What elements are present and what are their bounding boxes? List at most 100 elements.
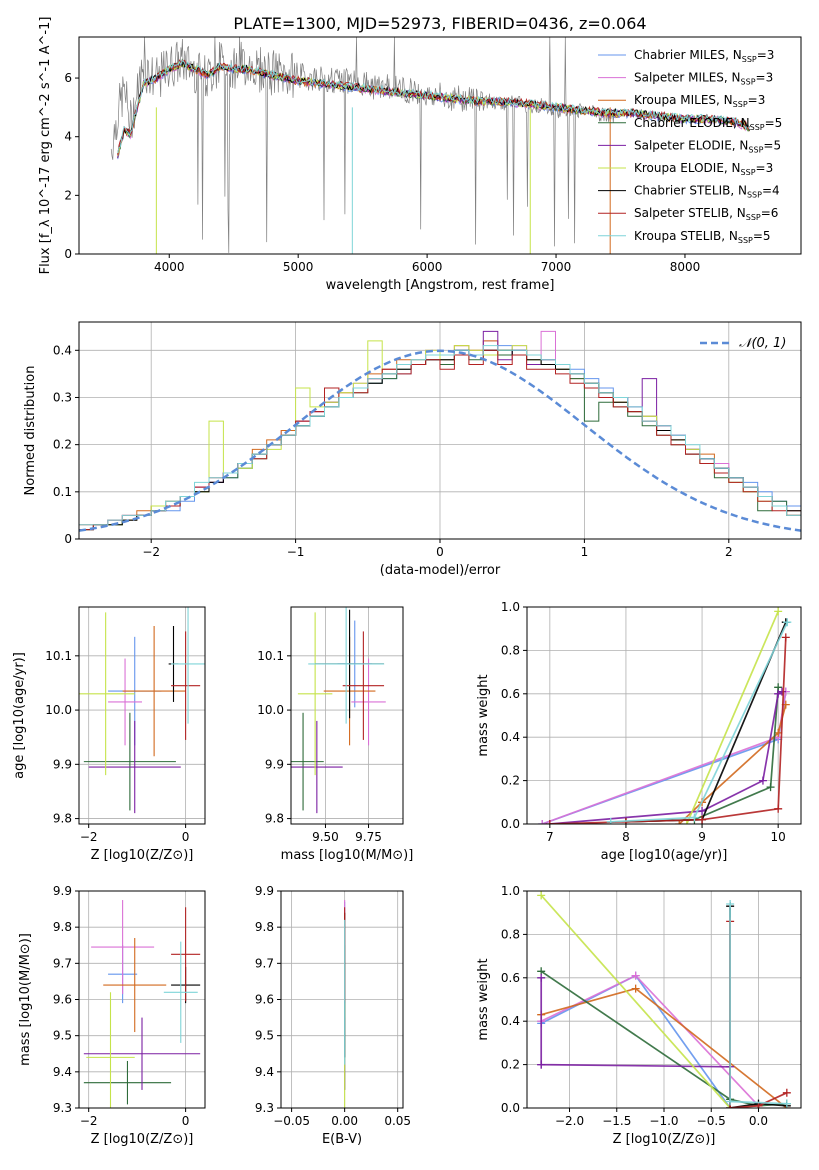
y-tick-label: 9.8 (255, 920, 274, 934)
y-axis-label: age [log10(age/yr)] (12, 652, 27, 779)
y-tick-label: 9.6 (53, 993, 72, 1007)
x-axis-label: wavelength [Angstrom, rest frame] (326, 278, 555, 293)
weight-marker (782, 1099, 791, 1108)
y-tick-label: 0 (64, 532, 72, 546)
legend-label: Chabrier MILES, NSSP=3 (634, 48, 774, 64)
y-tick-label: 9.5 (255, 1029, 274, 1043)
weight-marker (766, 783, 775, 792)
x-tick-label: 0 (182, 1114, 190, 1128)
weight-marker (726, 1097, 735, 1106)
weight-marker (777, 687, 786, 696)
x-tick-label: −2 (80, 830, 98, 844)
y-tick-label: 0.6 (501, 687, 520, 701)
panel-age-weight: 7 8 9 10 0.0 0.2 0.4 0.6 0.8 1.0 age [log10(age/yr… (476, 600, 802, 863)
x-tick-label: 0.0 (749, 1114, 768, 1128)
x-axis-label: Z [log10(Z/Z⊙)] (91, 1132, 194, 1147)
model-spectrum-line (117, 60, 750, 154)
plot-marks (538, 607, 792, 824)
y-tick-label: 9.4 (255, 1065, 274, 1079)
weight-marker (698, 806, 707, 815)
x-tick-label: 9 (698, 830, 706, 844)
panel-Z-age: −2 0 9.8 9.9 10.0 10.1 Z [log10(Z/Z⊙)] age [log… (12, 606, 206, 863)
y-tick-label: 6 (64, 71, 72, 85)
x-axis-label: Z [log10(Z/Z⊙)] (613, 1132, 716, 1147)
weight-marker (698, 815, 707, 824)
y-tick-label: 0.2 (501, 774, 520, 788)
y-tick-label: 10.1 (257, 649, 284, 663)
x-tick-label: 0 (436, 545, 444, 559)
y-tick-label: 10.0 (45, 703, 72, 717)
x-tick-label: 7000 (541, 260, 572, 274)
y-tick-label: 9.6 (255, 993, 274, 1007)
legend-label: Kroupa STELIB, NSSP=5 (634, 229, 771, 245)
y-tick-label: 0.4 (53, 343, 72, 357)
weight-marker (537, 1060, 546, 1069)
weight-marker (631, 971, 640, 980)
y-tick-label: 10.1 (45, 649, 72, 663)
plot-marks (291, 607, 403, 824)
axes-frame (526, 890, 802, 1109)
y-tick-label: 0.6 (501, 971, 520, 985)
axes-frame (78, 36, 802, 255)
axes-frame (526, 606, 802, 825)
gaussian-reference-line (79, 349, 801, 532)
y-tick-label: 0 (64, 247, 72, 261)
x-axis-label: E(B-V) (322, 1132, 362, 1147)
plot-area (79, 607, 205, 824)
y-tick-label: 9.9 (255, 884, 274, 898)
x-tick-label: −2 (142, 545, 160, 559)
plot-marks (79, 607, 205, 824)
weight-marker (690, 813, 699, 822)
x-tick-label: 1 (581, 545, 589, 559)
x-tick-label: 7 (546, 830, 554, 844)
panel-spectrum: 4000 5000 6000 7000 8000 0 2 4 6 wavelength [Angs… (38, 17, 802, 293)
weight-marker (781, 633, 790, 642)
legend-label: Salpeter ELODIE, NSSP=5 (634, 138, 781, 154)
y-tick-label: 0.0 (501, 817, 520, 831)
x-tick-label: 9.75 (355, 830, 382, 844)
axes-frame (78, 321, 802, 540)
x-tick-label: 2 (725, 545, 733, 559)
legend-label: Kroupa ELODIE, NSSP=3 (634, 161, 773, 177)
weight-marker (606, 817, 615, 824)
plot-marks (110, 37, 750, 254)
plot-marks (79, 891, 205, 1108)
weight-marker (537, 891, 546, 900)
y-axis-label: Flux [f_λ 10^-17 erg cm^-2 s^-1 A^-1] (38, 17, 53, 275)
legend-label: 𝒩(0, 1) (739, 336, 786, 351)
legend: Chabrier MILES, NSSP=3 Salpeter MILES, NS… (598, 48, 782, 245)
y-tick-label: 9.9 (53, 757, 72, 771)
legend-label: Kroupa MILES, NSSP=3 (634, 93, 765, 109)
x-tick-label: 9.50 (312, 830, 339, 844)
y-tick-label: 9.8 (53, 920, 72, 934)
axes-frame (280, 890, 404, 1109)
panel-EBV-mass: −0.05 0.00 0.05 9.3 9.4 9.5 9.6 9.7 9.8 9.9 E(B-V) (255, 884, 411, 1147)
y-tick-label: 2 (64, 188, 72, 202)
weight-marker (675, 820, 684, 824)
x-tick-label: 0.05 (384, 1114, 411, 1128)
y-tick-label: 1.0 (501, 600, 520, 614)
weight-marker (538, 820, 547, 824)
weight-marker (758, 776, 767, 785)
weight-marker (782, 1088, 791, 1097)
panel-Z-weight: −2.0 −1.5 −1.0 −0.5 0.0 0.0 0.2 0.4 0.6 0.8 1.0 Z [… (476, 884, 802, 1147)
weight-line (540, 894, 731, 1108)
weight-marker (682, 820, 691, 824)
y-axis-label: mass weight (476, 674, 491, 756)
x-tick-label: 0 (182, 830, 190, 844)
plot-marks (537, 891, 791, 1108)
y-tick-label: 4 (64, 130, 72, 144)
y-tick-label: 9.3 (53, 1101, 72, 1115)
y-tick-label: 9.3 (255, 1101, 274, 1115)
legend-label: Chabrier ELODIE, NSSP=5 (634, 116, 782, 132)
legend-label: Salpeter MILES, NSSP=3 (634, 71, 773, 87)
weight-marker (774, 804, 783, 813)
y-tick-label: 9.5 (53, 1029, 72, 1043)
axes-frame (78, 606, 206, 825)
y-tick-label: 0.1 (53, 485, 72, 499)
y-tick-label: 0.0 (501, 1101, 520, 1115)
y-tick-label: 0.8 (501, 927, 520, 941)
y-tick-label: 0.4 (501, 730, 520, 744)
model-spectrum-line (117, 59, 750, 156)
